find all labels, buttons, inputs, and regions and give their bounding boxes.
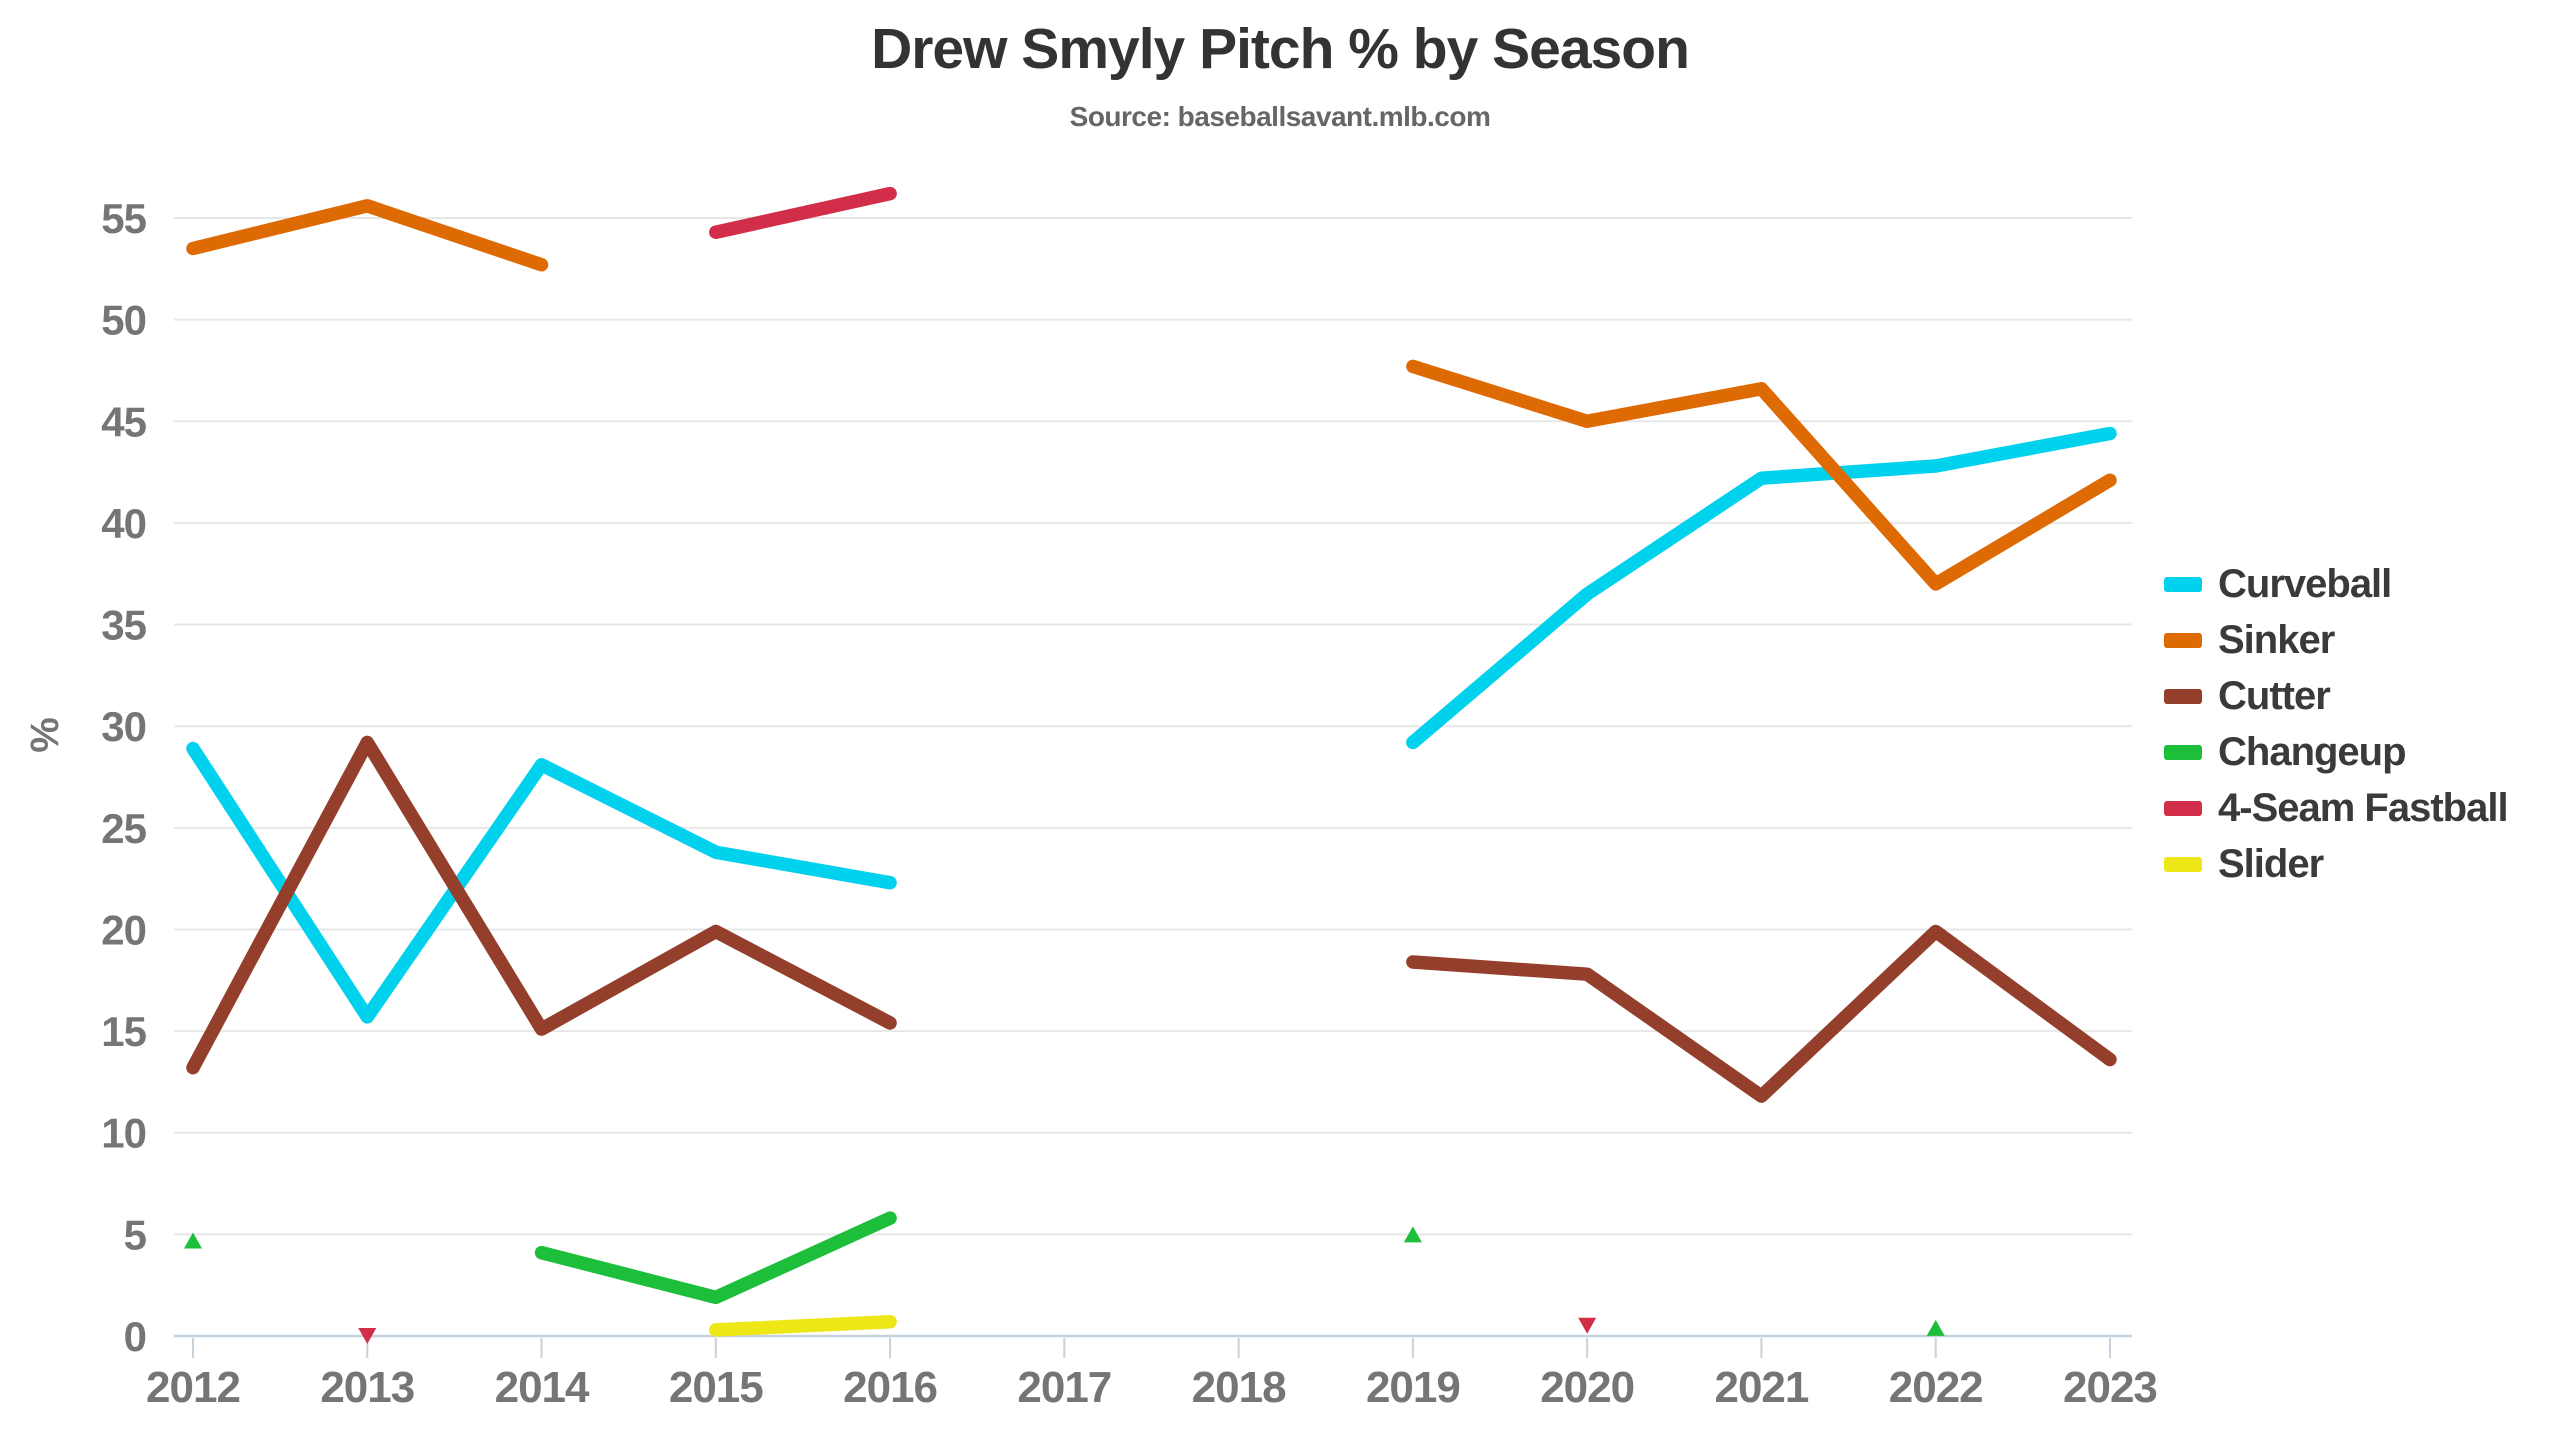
series-line-slider xyxy=(709,1315,897,1337)
legend-item-4seam-fastball: 4-Seam Fastball xyxy=(2164,780,2509,836)
x-tick-label-2013: 2013 xyxy=(320,1363,414,1412)
marker-4-seam-fastball-2020 xyxy=(1578,1317,1597,1334)
series-line-cutter xyxy=(186,735,897,1075)
y-axis-label: % xyxy=(23,717,67,753)
x-tick-label-2021: 2021 xyxy=(1714,1363,1808,1412)
x-tick-label-2019: 2019 xyxy=(1366,1363,1460,1412)
legend-swatch-curveball xyxy=(2164,576,2202,592)
y-tick-label-45: 45 xyxy=(101,398,146,445)
legend-swatch-cutter xyxy=(2164,688,2202,704)
marker-changeup-2019 xyxy=(1403,1226,1422,1243)
legend-item-changeup: Changeup xyxy=(2164,724,2508,780)
series-line-4-seam-fastball xyxy=(709,186,897,239)
x-tick-label-2014: 2014 xyxy=(495,1363,590,1412)
series-line-cutter xyxy=(1406,924,2117,1103)
series-line-sinker xyxy=(1406,359,2117,591)
y-tick-label-30: 30 xyxy=(101,703,146,750)
legend-label-changeup: Changeup xyxy=(2218,730,2407,774)
series-line-curveball xyxy=(186,741,897,1024)
marker-4-seam-fastball-2013 xyxy=(358,1327,377,1344)
legend-swatch-slider xyxy=(2164,856,2202,872)
x-tick-label-2012: 2012 xyxy=(146,1363,240,1412)
x-tick-label-2022: 2022 xyxy=(1889,1363,1983,1412)
legend-item-sinker: Sinker xyxy=(2164,612,2508,668)
chart-title: Drew Smyly Pitch % by Season xyxy=(871,17,1690,81)
series-line-curveball xyxy=(1406,426,2117,750)
y-tick-label-35: 35 xyxy=(101,602,146,649)
legend-swatch-changeup xyxy=(2164,744,2202,760)
legend-label-slider: Slider xyxy=(2218,842,2324,886)
legend-item-curveball: Curveball xyxy=(2164,556,2508,612)
y-tick-label-5: 5 xyxy=(124,1211,147,1258)
y-tick-label-10: 10 xyxy=(101,1110,146,1157)
y-tick-label-0: 0 xyxy=(124,1313,146,1360)
series-line-changeup xyxy=(534,1211,897,1305)
marker-changeup-2012 xyxy=(184,1232,202,1249)
marker-changeup-2022 xyxy=(1926,1319,1945,1336)
legend-label-cutter: Cutter xyxy=(2218,674,2331,718)
chart-subtitle: Source: baseballsavant.mlb.com xyxy=(1069,101,1491,132)
x-tick-label-2020: 2020 xyxy=(1540,1363,1634,1412)
legend-item-cutter: Cutter xyxy=(2164,668,2508,724)
series-line-sinker xyxy=(186,199,549,272)
legend-swatch-sinker xyxy=(2164,632,2202,648)
legend: Curveball Sinker Cutter Changeup 4-Seam … xyxy=(2164,556,2509,892)
x-tick-label-2016: 2016 xyxy=(843,1363,937,1412)
y-tick-label-20: 20 xyxy=(101,906,146,953)
legend-item-slider: Slider xyxy=(2164,836,2508,892)
y-tick-label-15: 15 xyxy=(101,1008,146,1055)
y-tick-label-55: 55 xyxy=(101,195,146,242)
x-tick-label-2017: 2017 xyxy=(1017,1363,1111,1412)
y-tick-label-50: 50 xyxy=(101,297,146,344)
y-tick-label-25: 25 xyxy=(101,805,146,852)
legend-swatch-4seam-fastball xyxy=(2164,800,2202,816)
legend-label-4seam-fastball: 4-Seam Fastball xyxy=(2218,786,2509,830)
x-tick-label-2023: 2023 xyxy=(2063,1363,2157,1412)
y-tick-label-40: 40 xyxy=(101,500,146,547)
x-tick-label-2015: 2015 xyxy=(669,1363,763,1412)
legend-label-curveball: Curveball xyxy=(2218,562,2392,606)
legend-label-sinker: Sinker xyxy=(2218,618,2335,662)
x-tick-label-2018: 2018 xyxy=(1192,1363,1286,1412)
